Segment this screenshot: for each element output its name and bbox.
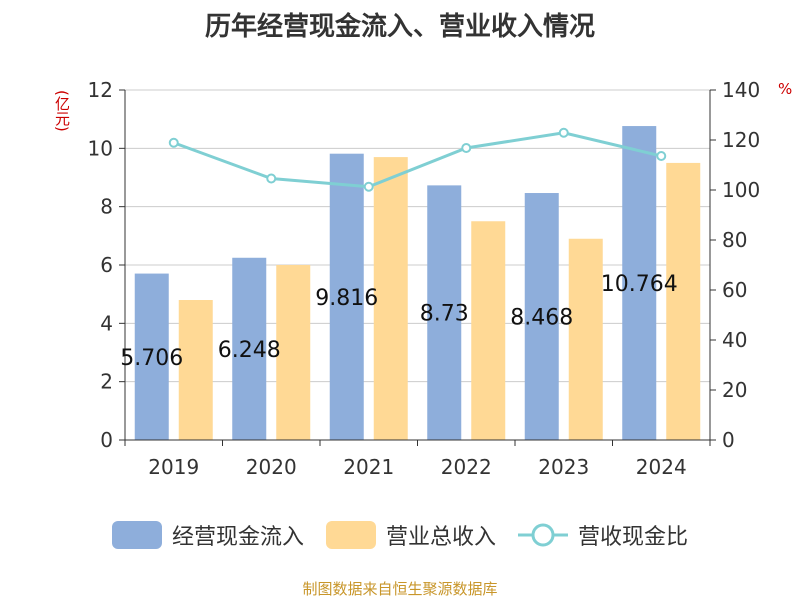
left-axis-unit: (亿元) xyxy=(53,90,71,132)
chart-title: 历年经营现金流入、营业收入情况 xyxy=(204,12,595,42)
ratio-point xyxy=(558,127,569,138)
ratio-point xyxy=(266,173,277,184)
legend-label-cash-inflow: 经营现金流入 xyxy=(171,525,304,550)
ratio-point xyxy=(168,137,179,148)
data-label-cash-inflow: 9.816 xyxy=(315,286,378,311)
data-label-cash-inflow: 8.73 xyxy=(420,302,469,327)
bar-cash-inflow xyxy=(427,185,462,440)
bar-revenue xyxy=(178,300,213,440)
legend-label-revenue: 营业总收入 xyxy=(385,525,496,550)
x-tick-label: 2023 xyxy=(538,455,589,479)
right-tick-label: 80 xyxy=(722,228,747,252)
right-tick-label: 40 xyxy=(722,328,747,352)
legend-swatch-ratio xyxy=(518,523,568,547)
right-tick-label: 120 xyxy=(722,128,760,152)
x-tick-label: 2022 xyxy=(441,455,492,479)
left-tick-label: 0 xyxy=(100,428,113,452)
grid-lines xyxy=(125,89,710,383)
data-label-cash-inflow: 8.468 xyxy=(510,306,573,331)
right-tick-label: 140 xyxy=(722,78,760,102)
left-tick-label: 8 xyxy=(100,195,113,219)
ratio-line xyxy=(168,127,667,192)
data-labels: 5.706 6.248 9.816 8.73 8.468 10.764 xyxy=(120,272,677,371)
left-tick-label: 6 xyxy=(100,253,113,277)
bar-cash-inflow xyxy=(524,193,559,440)
data-label-cash-inflow: 6.248 xyxy=(218,338,281,363)
legend-label-ratio: 营收现金比 xyxy=(578,525,689,550)
x-tick-label: 2020 xyxy=(246,455,297,479)
right-axis-unit: % xyxy=(778,80,793,98)
data-label-cash-inflow: 10.764 xyxy=(601,272,678,297)
legend-item-ratio[interactable]: 营收现金比 xyxy=(518,519,688,551)
source-note: 制图数据来自恒生聚源数据库 xyxy=(302,580,498,598)
legend: 经营现金流入 营业总收入 营收现金比 xyxy=(0,515,800,555)
legend-swatch-revenue xyxy=(325,521,376,549)
left-tick-label: 2 xyxy=(100,370,113,394)
bar-revenue xyxy=(471,221,506,440)
legend-item-revenue[interactable]: 营业总收入 xyxy=(325,519,496,551)
ratio-point xyxy=(363,181,374,192)
bar-revenue xyxy=(373,157,408,441)
bar-revenue xyxy=(666,162,701,440)
x-tick-label: 2021 xyxy=(343,455,394,479)
ratio-point xyxy=(461,143,472,153)
legend-swatch-cash-inflow xyxy=(111,521,162,549)
bar-cash-inflow xyxy=(134,273,169,440)
bar-cash-inflow xyxy=(622,126,657,441)
bar-cash-inflow xyxy=(329,153,364,440)
x-tick-label: 2019 xyxy=(148,455,199,479)
bar-cash-inflow xyxy=(232,257,267,440)
left-tick-label: 4 xyxy=(100,311,113,335)
right-tick-label: 60 xyxy=(722,278,747,302)
right-tick-label: 100 xyxy=(722,178,760,202)
left-tick-label: 10 xyxy=(88,136,113,160)
right-tick-label: 20 xyxy=(722,378,747,402)
ratio-point xyxy=(656,151,667,161)
legend-item-cash-inflow[interactable]: 经营现金流入 xyxy=(111,519,304,551)
ratio-line-path xyxy=(173,131,662,189)
x-tick-label: 2024 xyxy=(636,455,687,479)
left-tick-label: 12 xyxy=(88,78,113,102)
right-tick-label: 0 xyxy=(722,428,735,452)
bars xyxy=(134,126,701,441)
data-label-cash-inflow: 5.706 xyxy=(120,346,183,371)
bar-revenue xyxy=(568,238,603,440)
bar-revenue xyxy=(276,265,311,440)
